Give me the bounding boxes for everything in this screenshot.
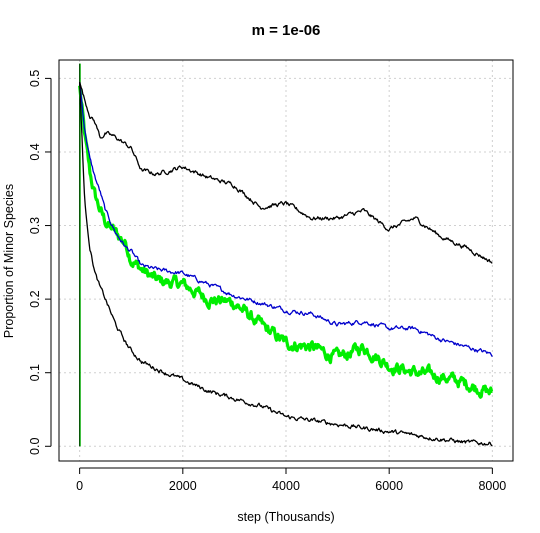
x-axis: 0 2000 4000 6000 8000 [76, 467, 506, 493]
series-line-3 [78, 82, 493, 447]
y-tick-label-3: 0.3 [28, 217, 42, 234]
x-tick-label-0: 0 [76, 479, 83, 493]
y-axis: 0.0 0.1 0.2 0.3 0.4 0.5 [28, 70, 52, 455]
x-tick-label-2: 4000 [272, 479, 300, 493]
series-line-2 [78, 85, 494, 399]
y-tick-label-2: 0.2 [28, 290, 42, 307]
y-tick-label-5: 0.5 [28, 70, 42, 87]
series-group [78, 63, 494, 447]
chart-title: m = 1e-06 [252, 22, 321, 39]
y-axis-label: Proportion of Minor Species [2, 184, 16, 338]
y-tick-label-0: 0.0 [28, 438, 42, 455]
series-line-1 [78, 82, 493, 357]
y-tick-label-4: 0.4 [28, 143, 42, 160]
y-tick-label-1: 0.1 [28, 364, 42, 381]
plot-frame [58, 59, 514, 462]
x-tick-label-4: 8000 [478, 479, 506, 493]
series-line-0 [79, 81, 493, 264]
grid [59, 60, 513, 461]
x-axis-label: step (Thousands) [237, 510, 334, 524]
x-tick-label-1: 2000 [169, 479, 197, 493]
x-tick-label-3: 6000 [375, 479, 403, 493]
